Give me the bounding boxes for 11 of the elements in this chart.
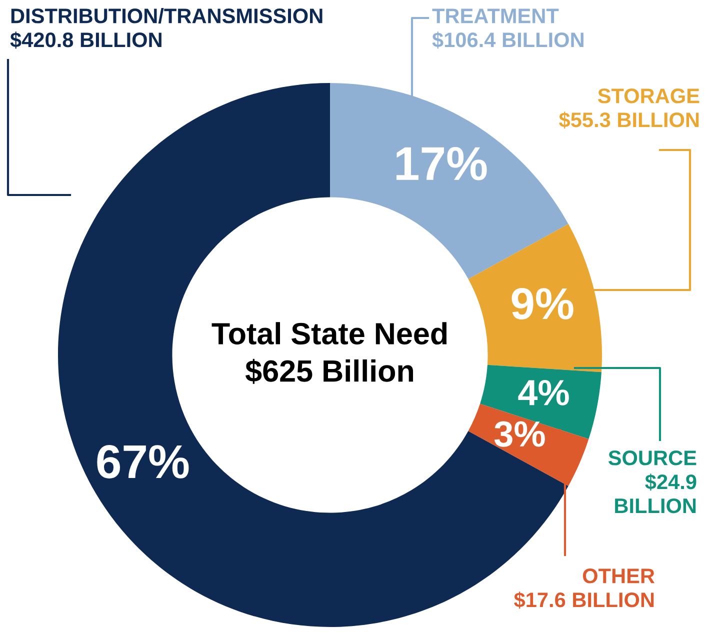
text: Total State Need $625 Billion bbox=[212, 322, 447, 384]
slice-label: DISTRIBUTION/TRANSMISSION $420.8 BILLION bbox=[10, 8, 322, 49]
data-label: 3% bbox=[494, 421, 545, 447]
data-label: 17% bbox=[396, 147, 487, 180]
slice-label: TREATMENT $106.4 BILLION bbox=[432, 8, 584, 49]
slice-label: SOURCE $24.9 BILLION bbox=[608, 450, 696, 514]
data-label: 4% bbox=[518, 380, 569, 406]
slice-label: STORAGE $55.3 BILLION bbox=[559, 88, 700, 129]
data-label: 67% bbox=[97, 445, 189, 478]
data-label: 9% bbox=[512, 288, 574, 320]
slice-label: OTHER $17.6 BILLION bbox=[514, 568, 655, 609]
